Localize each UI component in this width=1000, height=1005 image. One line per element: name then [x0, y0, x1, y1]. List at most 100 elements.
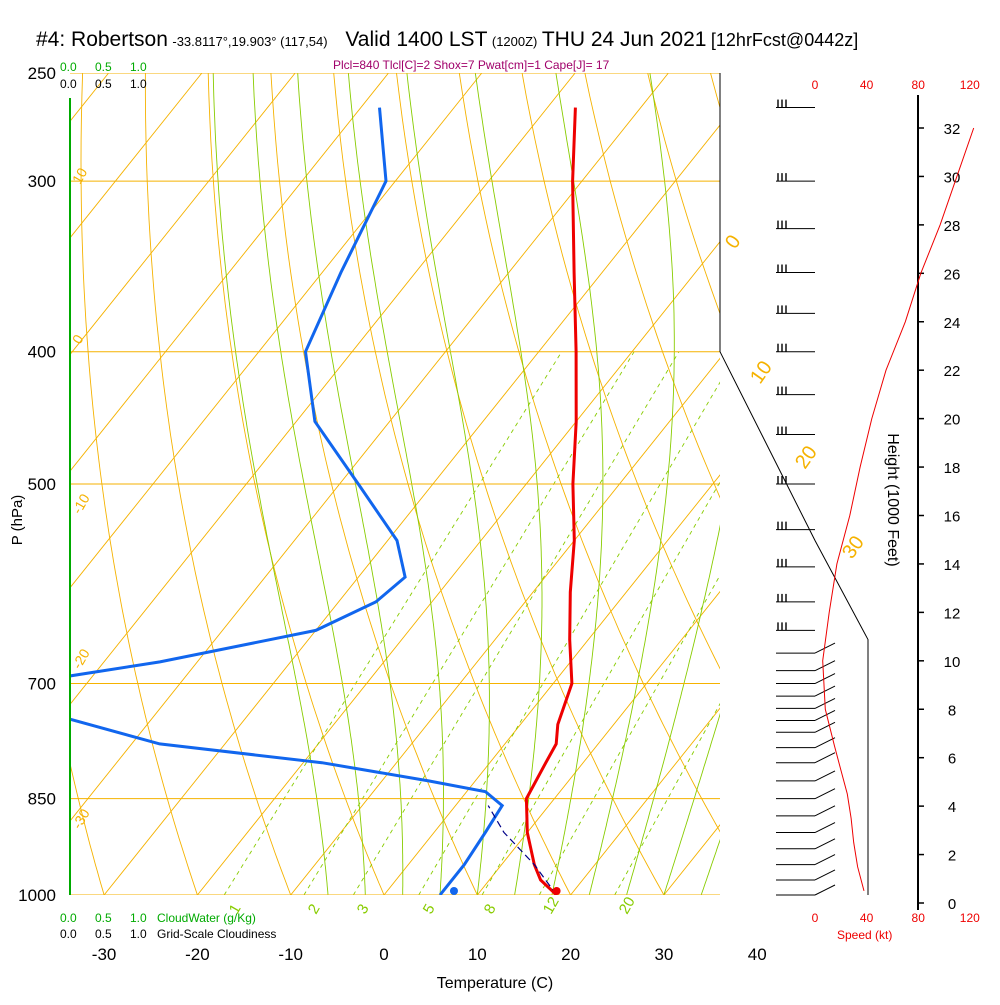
- wind-barb: [776, 771, 835, 781]
- isotherm-line: [0, 73, 15, 895]
- adiabat-label: -10: [69, 491, 93, 517]
- height-tick-label: 2: [948, 848, 956, 865]
- wind-barb: [776, 698, 835, 708]
- barb-feather: [815, 806, 835, 816]
- height-tick-label: 12: [944, 605, 961, 622]
- wind-barb: [776, 476, 815, 484]
- wind-barb: [776, 427, 815, 435]
- background-grid: [0, 73, 1000, 895]
- temperature-tick-label: -20: [185, 945, 210, 964]
- temperature-tick-label: -10: [278, 945, 303, 964]
- wind-barb: [776, 559, 815, 567]
- wind-barb: [776, 686, 835, 696]
- isotherm-line: [851, 73, 1000, 895]
- speed-bottom-tick: 0: [812, 911, 819, 925]
- height-tick-label: 24: [944, 315, 961, 332]
- wind-barb: [776, 839, 835, 849]
- cloudiness-bottom-tick: 0.5: [95, 927, 112, 941]
- height-tick-label: 18: [944, 460, 961, 477]
- wind-barb: [776, 738, 835, 748]
- x-axis-label: Temperature (C): [437, 975, 553, 992]
- barb-feather: [815, 870, 835, 880]
- wind-barb: [776, 885, 835, 895]
- pressure-tick-label: 1000: [18, 886, 56, 905]
- height-tick-label: 30: [944, 169, 961, 186]
- pressure-tick-label: 250: [28, 64, 56, 83]
- adiabat-label: 0: [721, 231, 745, 253]
- cloudiness-top-tick: 0.0: [60, 77, 77, 91]
- valid-date: THU 24 Jun 2021: [542, 28, 707, 51]
- barb-feather: [815, 789, 835, 799]
- barb-feather: [815, 661, 835, 671]
- height-tick-label: 6: [948, 751, 956, 768]
- valid-time: Valid 1400 LST: [345, 28, 487, 51]
- speed-bottom-tick: 40: [860, 911, 874, 925]
- dry-adiabat-line: [0, 73, 11, 895]
- speed-top-tick: 80: [912, 78, 926, 92]
- temperature-tick-label: 0: [379, 945, 388, 964]
- mixing-ratio-line: [482, 352, 795, 895]
- height-tick-label: 10: [944, 654, 961, 671]
- barb-feather: [815, 753, 835, 763]
- barb-feather: [815, 771, 835, 781]
- cloudiness-top-tick: 0.5: [95, 77, 112, 91]
- height-tick-label: 28: [944, 218, 961, 235]
- cloudiness-label: Grid-Scale Cloudiness: [157, 927, 276, 941]
- utc-time: (1200Z): [492, 34, 538, 49]
- barb-feather: [815, 839, 835, 849]
- mixing-ratio-line: [615, 352, 914, 895]
- mixing-ratio-label: 5: [420, 901, 439, 917]
- chart-title: #4: Robertson -33.8117°,19.903° (117,54)…: [36, 28, 858, 52]
- dry-adiabat-line: [711, 73, 1000, 895]
- cloudiness-bottom-tick: 1.0: [130, 927, 147, 941]
- barb-feather: [815, 885, 835, 895]
- mixing-ratio-label: 3: [354, 901, 373, 917]
- pressure-tick-label: 400: [28, 343, 56, 362]
- adiabat-label: 10: [69, 165, 91, 187]
- speed-label: Speed (kt): [837, 928, 892, 942]
- pressure-tick-label: 700: [28, 675, 56, 694]
- temperature-tick-label: 20: [561, 945, 580, 964]
- cloudwater-bottom-tick: 0.5: [95, 911, 112, 925]
- mixing-ratio-label: 2: [305, 901, 324, 917]
- wind-barb: [776, 806, 835, 816]
- cloudwater-top-tick: 0.0: [60, 60, 77, 74]
- cloudwater-top-tick: 0.5: [95, 60, 112, 74]
- isotherm-line: [944, 73, 1000, 895]
- adiabat-label: 0: [69, 332, 87, 347]
- adiabat-label: 30: [838, 532, 869, 563]
- forecast-info: [12hrFcst@0442z]: [711, 30, 858, 50]
- wind-barb: [776, 622, 815, 630]
- wind-barb: [776, 643, 835, 653]
- dry-adiabat-line: [962, 73, 1000, 895]
- barb-feather: [815, 855, 835, 865]
- height-tick-label: 16: [944, 509, 961, 526]
- height-tick-label: 14: [944, 557, 961, 574]
- pressure-tick-label: 500: [28, 475, 56, 494]
- wind-barb: [776, 870, 835, 880]
- surface-temperature-marker: [553, 887, 561, 895]
- speed-top-tick: 120: [960, 78, 980, 92]
- temperature-tick-label: -30: [92, 945, 117, 964]
- wind-barb: [776, 265, 815, 273]
- speed-top-tick: 40: [860, 78, 874, 92]
- wind-barb: [776, 823, 835, 833]
- height-tick-label: 4: [948, 799, 956, 816]
- speed-top-tick: 0: [812, 78, 819, 92]
- barb-feather: [815, 722, 835, 732]
- mixing-ratio-label: 8: [481, 901, 500, 917]
- wind-barb: [776, 674, 835, 684]
- height-tick-label: 8: [948, 702, 956, 719]
- wind-barb: [776, 173, 815, 181]
- wind-barb: [776, 753, 835, 763]
- height-tick-label: 0: [948, 896, 956, 913]
- wind-barb: [776, 387, 815, 395]
- height-tick-label: 32: [944, 121, 961, 138]
- temperature-tick-label: 40: [748, 945, 767, 964]
- mixing-ratio-line: [419, 352, 738, 895]
- dry-adiabat-line: [899, 73, 1000, 895]
- adiabat-label: -30: [69, 806, 93, 832]
- speed-bottom-tick: 80: [912, 911, 926, 925]
